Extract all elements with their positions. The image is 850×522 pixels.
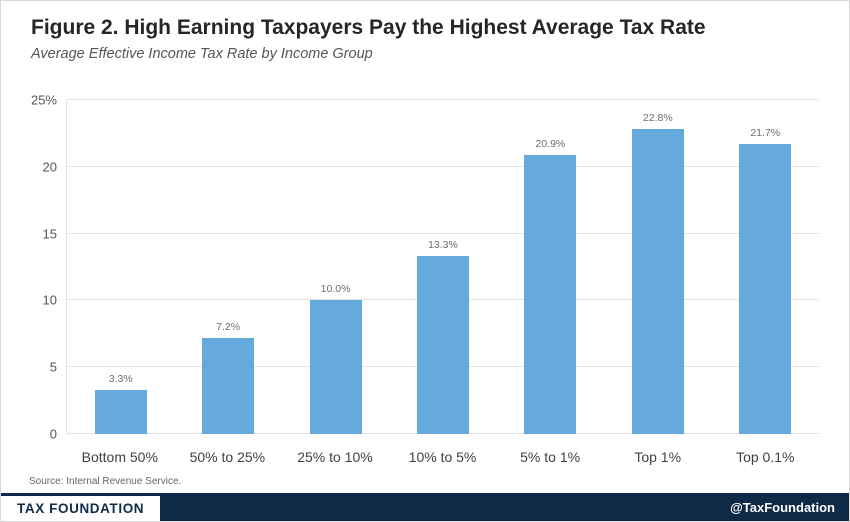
bar-chart-plot-area: 0 5 10 15 20 25% 3.3% 7.2% 10.0% 13.3% 20.9% 22.8% 2… [31, 93, 819, 442]
bar-column: 20.9% [497, 100, 604, 434]
bar [94, 389, 147, 434]
twitter-handle: @TaxFoundation [730, 499, 835, 515]
y-axis-tick-label: 15 [42, 226, 57, 242]
bar [524, 154, 577, 434]
chart-title: Figure 2. High Earning Taxpayers Pay the… [31, 16, 706, 39]
bar [416, 256, 469, 434]
bar-column: 13.3% [389, 100, 496, 434]
gridline [67, 165, 819, 167]
bar-value-label: 22.8% [642, 112, 673, 125]
bar-column: 3.3% [67, 100, 174, 434]
bars-container: 3.3% 7.2% 10.0% 13.3% 20.9% 22.8% 21.7% [67, 100, 819, 434]
chart-header: Figure 2. High Earning Taxpayers Pay the… [31, 15, 819, 62]
bar [309, 300, 362, 434]
bar-value-label: 3.3% [108, 372, 133, 385]
footer-bar: TAX FOUNDATION @TaxFoundation [1, 493, 849, 521]
y-axis-tick-label: 5 [49, 359, 57, 375]
bar-column: 10.0% [282, 100, 389, 434]
bar-value-label: 20.9% [535, 137, 566, 150]
brand-logo: TAX FOUNDATION [1, 493, 161, 521]
bar-value-label: 7.2% [216, 320, 241, 333]
y-axis-tick-label: 25% [30, 92, 57, 108]
source-note: Source: Internal Revenue Service. [29, 476, 182, 487]
chart-subtitle: Average Effective Income Tax Rate by Inc… [31, 46, 373, 63]
bar-column: 22.8% [604, 100, 711, 434]
bar [631, 129, 684, 434]
gridline [67, 232, 819, 234]
bar [202, 337, 255, 434]
bar-column: 21.7% [712, 100, 819, 434]
y-axis-tick-label: 20 [42, 159, 57, 175]
bar-value-label: 13.3% [428, 239, 458, 252]
gridline [67, 99, 819, 100]
x-axis-labels: Bottom 50% 50% to 25% 25% to 10% 10% to 5% 5… [66, 449, 819, 465]
x-axis-category-label: Top 0.1% [736, 449, 795, 465]
x-axis-category-label: 10% to 5% [408, 449, 477, 465]
bar [739, 144, 792, 434]
bar-value-label: 10.0% [320, 283, 351, 296]
x-axis-category-label: 25% to 10% [297, 449, 373, 465]
bar-value-label: 21.7% [750, 127, 781, 140]
x-axis-category-label: 50% to 25% [189, 449, 266, 465]
y-axis-tick-label: 10 [42, 292, 57, 308]
x-axis-category-label: 5% to 1% [520, 449, 581, 465]
x-axis-category-label: Bottom 50% [81, 449, 158, 465]
x-axis-category-label: Top 1% [634, 449, 682, 465]
y-axis-tick-label: 0 [49, 426, 57, 442]
bar-column: 7.2% [174, 100, 281, 434]
